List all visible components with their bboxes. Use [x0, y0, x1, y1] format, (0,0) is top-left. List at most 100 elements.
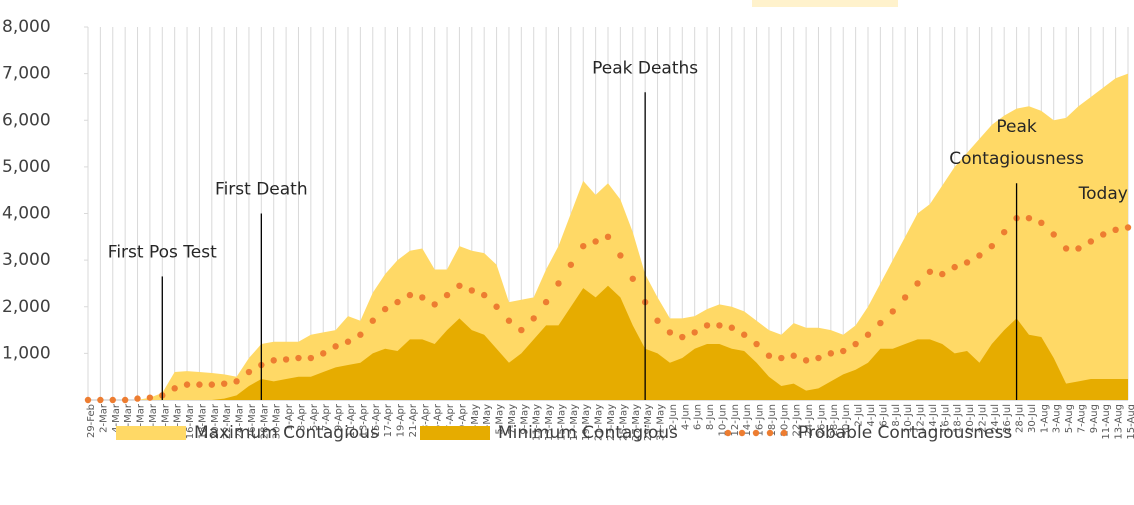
dot	[1112, 226, 1119, 234]
dot	[394, 298, 401, 306]
dot	[976, 252, 983, 259]
x-tick-label: 18-Mar	[197, 403, 208, 439]
dot	[518, 326, 525, 334]
x-tick-label: 18-Jun	[767, 404, 778, 437]
annotation: Peak Deaths	[592, 58, 698, 78]
dot	[679, 333, 686, 341]
legend-swatch	[752, 429, 760, 437]
x-tick-label: 15-May	[556, 404, 567, 441]
annotation: Peak	[996, 117, 1037, 137]
dot	[963, 259, 971, 266]
x-tick-label: 2-Mar	[98, 403, 109, 433]
dot	[765, 352, 773, 359]
dot	[233, 378, 240, 385]
dot	[270, 357, 277, 364]
dot	[183, 381, 191, 388]
legend-swatch	[420, 426, 490, 440]
x-tick-label: 9-May	[519, 404, 530, 435]
y-tick-label: 2,000	[2, 297, 51, 317]
x-tick-label: 9-Aug	[1089, 404, 1100, 433]
x-tick-label: 24-Jul	[990, 404, 1001, 433]
dot	[369, 317, 376, 324]
x-tick-label: 7-May	[507, 404, 518, 435]
x-tick-label: 10-Jul	[903, 404, 914, 433]
x-tick-label: 29-Apr	[457, 403, 468, 437]
dot	[171, 385, 178, 392]
x-tick-label: 23-Apr	[420, 403, 431, 437]
x-tick-label: 23-May	[606, 404, 617, 441]
x-tick-label: 5-May	[495, 404, 506, 435]
x-tick-label: 6-Jul	[878, 404, 889, 427]
legend-label: Maximum Contagious	[194, 423, 379, 443]
dot	[567, 261, 575, 268]
dot	[740, 331, 748, 338]
dot	[951, 263, 958, 271]
dot	[443, 291, 451, 299]
dot	[778, 354, 785, 362]
x-tick-label: 14-Jun	[742, 404, 753, 437]
dot	[1124, 224, 1132, 231]
dot	[1038, 219, 1045, 227]
x-tick-label: 5-Apr	[309, 403, 320, 431]
x-tick-label: 16-Jul	[940, 404, 951, 433]
dot	[753, 340, 760, 348]
dot	[431, 301, 438, 308]
dot	[468, 287, 476, 294]
x-tick-label: 27-May	[631, 404, 642, 441]
x-tick-label: 6-Mar	[123, 403, 134, 433]
dot	[691, 329, 698, 336]
x-tick-label: 21-May	[594, 404, 605, 441]
dot	[1100, 231, 1107, 238]
dot	[480, 291, 488, 299]
x-tick-label: 11-Apr	[346, 403, 357, 437]
dot	[629, 275, 636, 282]
y-tick-label: 4,000	[2, 204, 51, 224]
y-tick-label: 8,000	[2, 17, 51, 37]
dot	[320, 350, 327, 357]
dot	[134, 395, 141, 402]
area	[88, 285, 1128, 400]
dot	[109, 396, 116, 404]
dot	[703, 322, 711, 329]
x-tick-label: 20-Jun	[779, 404, 790, 437]
legend-label: Minimum Contagious	[498, 423, 678, 443]
dot	[592, 238, 599, 245]
dot	[146, 394, 154, 401]
x-tick-label: 21-Apr	[408, 403, 419, 437]
dot	[939, 270, 946, 278]
dot	[245, 368, 253, 376]
x-tick-label: 7-Aug	[1076, 404, 1087, 433]
dot	[505, 317, 513, 324]
x-tick-label: 19-Apr	[396, 403, 407, 437]
x-tick-label: 6-Jun	[693, 404, 704, 430]
x-tick-label: 8-Jul	[891, 404, 902, 427]
dot	[456, 282, 463, 289]
x-tick-label: 9-Apr	[334, 403, 345, 431]
x-tick-label: 8-Jun	[705, 404, 716, 430]
dot	[97, 396, 104, 404]
dot	[889, 308, 896, 315]
dot	[901, 294, 909, 301]
x-tick-label: 20-Jul	[965, 404, 976, 433]
x-tick-label: 26-Mar	[247, 403, 258, 439]
dot	[84, 396, 92, 404]
dot	[877, 319, 884, 327]
annotation: Contagiousness	[949, 149, 1084, 169]
legend-swatch	[724, 429, 732, 437]
dot	[555, 280, 562, 287]
dot	[208, 381, 216, 388]
x-tick-label: 28-Jun	[829, 404, 840, 437]
dot	[728, 324, 736, 331]
dot	[1075, 245, 1082, 252]
x-tick-label: 19-May	[581, 404, 592, 441]
dot	[295, 354, 302, 362]
y-tick-label: 6,000	[2, 110, 51, 130]
dot	[802, 357, 810, 364]
dot	[988, 242, 996, 250]
annotation: Today	[1078, 184, 1128, 204]
dot	[493, 303, 500, 310]
x-tick-label: 10-Mar	[148, 403, 159, 439]
dot	[654, 317, 661, 324]
dot	[1050, 231, 1057, 238]
dot	[357, 331, 364, 338]
